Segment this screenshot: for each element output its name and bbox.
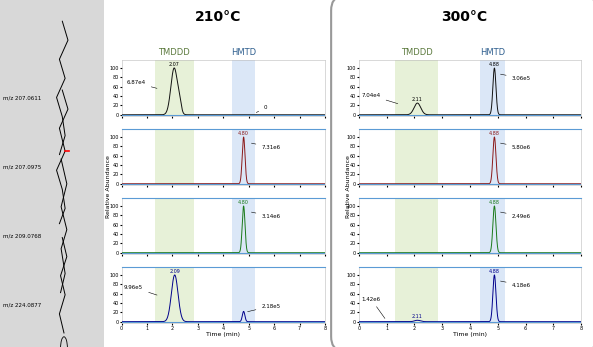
Text: 7.04e4: 7.04e4 [362, 93, 398, 104]
Text: m/z 209.0768: m/z 209.0768 [3, 234, 42, 239]
Text: Relative Abundance: Relative Abundance [106, 155, 111, 218]
Text: HMTD: HMTD [480, 48, 505, 57]
Text: 2.09: 2.09 [170, 269, 180, 274]
Text: 4.18e6: 4.18e6 [500, 281, 531, 288]
FancyBboxPatch shape [95, 0, 341, 347]
Text: Relative Abundance: Relative Abundance [346, 155, 350, 218]
Text: 6.87e4: 6.87e4 [127, 81, 157, 88]
Text: TMDDD: TMDDD [158, 48, 190, 57]
Text: 210°C: 210°C [195, 10, 241, 24]
Text: m/z 207.0975: m/z 207.0975 [3, 165, 42, 170]
Text: m/z 224.0877: m/z 224.0877 [3, 303, 42, 308]
Text: 4.88: 4.88 [489, 200, 500, 205]
Text: 4.80: 4.80 [238, 200, 249, 205]
Bar [395, 60, 438, 116]
Bar [480, 129, 505, 185]
Bar [480, 266, 505, 323]
Bar [395, 129, 438, 185]
Bar [232, 129, 255, 185]
Text: 4.88: 4.88 [489, 62, 500, 67]
Text: 9.96e5: 9.96e5 [124, 285, 157, 295]
Text: 5.80e6: 5.80e6 [500, 143, 531, 150]
X-axis label: Time (min): Time (min) [206, 332, 240, 337]
Text: 3.14e6: 3.14e6 [251, 212, 280, 219]
Text: 2.11: 2.11 [412, 314, 423, 319]
Text: 3.06e5: 3.06e5 [500, 74, 531, 81]
Bar [155, 60, 194, 116]
Text: 0: 0 [256, 105, 267, 112]
Text: 2.18e5: 2.18e5 [248, 304, 280, 312]
Bar [395, 197, 438, 254]
Bar [395, 266, 438, 323]
Bar [155, 197, 194, 254]
Bar [155, 129, 194, 185]
Bar [232, 60, 255, 116]
Text: 7.31e6: 7.31e6 [251, 143, 280, 150]
Text: 2.49e6: 2.49e6 [500, 212, 531, 219]
Text: 300°C: 300°C [441, 10, 487, 24]
Text: 4.88: 4.88 [489, 131, 500, 136]
Text: m/z 207.0611: m/z 207.0611 [3, 96, 42, 101]
Text: 1.42e6: 1.42e6 [362, 297, 385, 319]
Bar [232, 266, 255, 323]
Bar [155, 266, 194, 323]
Bar [480, 197, 505, 254]
Text: 2.11: 2.11 [412, 97, 423, 102]
Text: HMTD: HMTD [231, 48, 256, 57]
Text: 4.88: 4.88 [489, 269, 500, 274]
Bar [232, 197, 255, 254]
Text: 4.80: 4.80 [238, 131, 249, 136]
X-axis label: Time (min): Time (min) [453, 332, 487, 337]
Bar [480, 60, 505, 116]
Text: TMDDD: TMDDD [400, 48, 432, 57]
FancyBboxPatch shape [331, 0, 593, 347]
Text: 2.07: 2.07 [169, 62, 180, 67]
